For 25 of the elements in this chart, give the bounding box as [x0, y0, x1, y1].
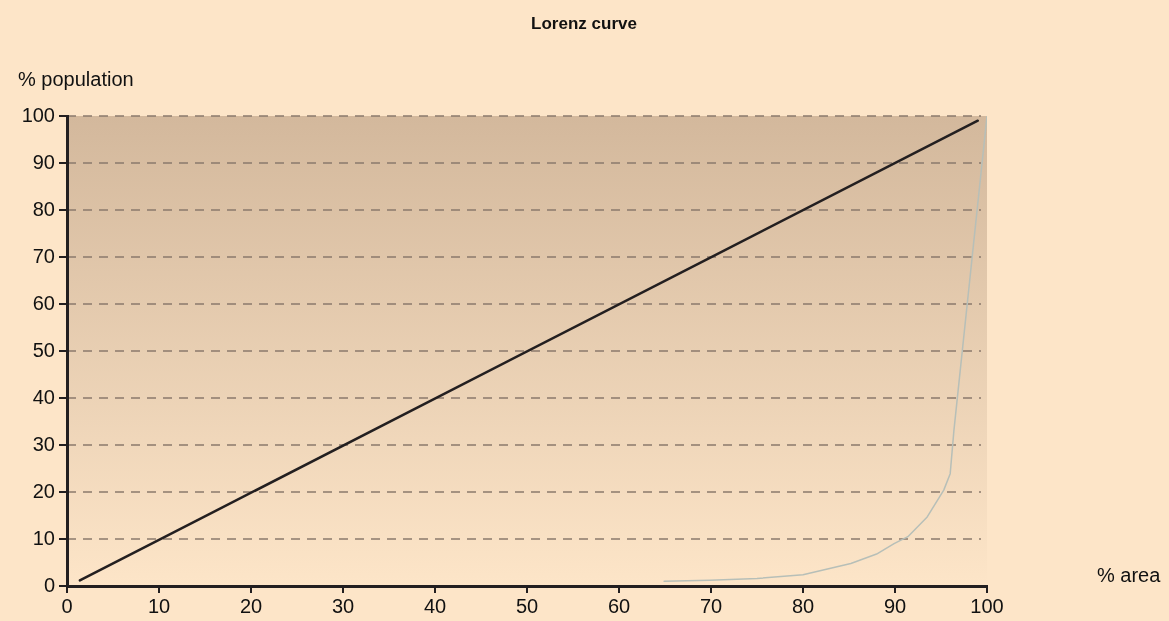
- x-tick-label: 30: [331, 594, 355, 617]
- x-tick-label: 20: [239, 594, 263, 617]
- y-tick-label: 100: [21, 103, 55, 126]
- x-tick-label: 70: [699, 594, 723, 617]
- y-tick-label: 0: [43, 573, 55, 596]
- y-tick-label: 70: [32, 244, 55, 267]
- y-tick-label: 50: [32, 338, 55, 361]
- x-tick-label: 50: [515, 594, 539, 617]
- y-tick-label: 20: [32, 479, 55, 502]
- y-tick-label: 90: [32, 150, 55, 173]
- y-tick-label: 80: [32, 197, 55, 220]
- chart-title: Lorenz curve: [531, 13, 637, 33]
- x-tick-label: 10: [147, 594, 171, 617]
- x-tick-label: 80: [791, 594, 815, 617]
- x-tick-label: 0: [61, 594, 73, 617]
- y-axis-title: % population: [18, 67, 134, 90]
- y-tick-label: 10: [32, 526, 55, 549]
- y-tick-label: 30: [32, 432, 55, 455]
- x-tick-label: 60: [607, 594, 631, 617]
- x-tick-label: 100: [970, 594, 1004, 617]
- x-tick-label: 40: [423, 594, 447, 617]
- y-tick-label: 40: [32, 385, 55, 408]
- y-tick-label: 60: [32, 291, 55, 314]
- x-tick-label: 90: [883, 594, 907, 617]
- x-axis-title: % area: [1097, 563, 1162, 586]
